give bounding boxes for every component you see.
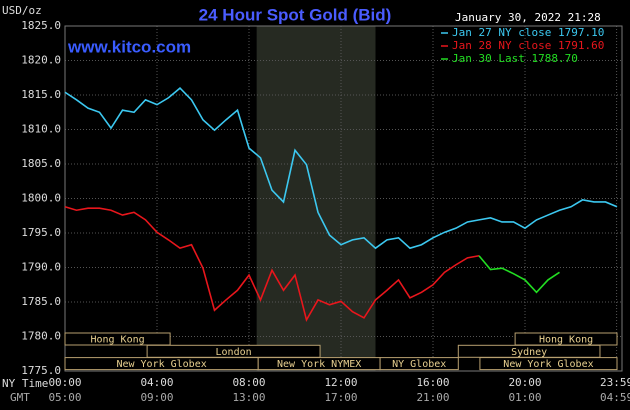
y-tick-label: 1795.0 <box>21 226 61 239</box>
x-tick-label: 12:00 <box>324 376 357 389</box>
session-label: Hong Kong <box>90 335 144 346</box>
session-label: London <box>216 347 252 358</box>
x2-tick-label: 04:59 <box>600 391 630 404</box>
price-line <box>64 206 480 323</box>
watermark: www.kitco.com <box>67 37 191 56</box>
session-label: NY Globex <box>392 359 446 370</box>
highlight-band <box>256 26 376 371</box>
x-tick-label: 08:00 <box>232 376 265 389</box>
chart-title: 24 Hour Spot Gold (Bid) <box>199 5 392 24</box>
y-tick-label: 1810.0 <box>21 123 61 136</box>
session-label: Sydney <box>511 347 547 358</box>
y-tick-label: 1800.0 <box>21 192 61 205</box>
x-tick-label: 20:00 <box>508 376 541 389</box>
x2-tick-label: 13:00 <box>232 391 265 404</box>
y-tick-label: 1775.0 <box>21 364 61 377</box>
x-tick-label: 23:59 <box>600 376 630 389</box>
legend-entry: Jan 28 NY close 1791.60 <box>452 39 604 52</box>
x2-tick-label: 05:00 <box>48 391 81 404</box>
x-row-label: NY Time <box>2 377 48 390</box>
y-tick-label: 1790.0 <box>21 261 61 274</box>
x-tick-label: 00:00 <box>48 376 81 389</box>
session-bar <box>379 357 459 371</box>
session-label: New York NYMEX <box>277 359 361 370</box>
y-tick-label: 1805.0 <box>21 157 61 170</box>
x2-tick-label: 21:00 <box>416 391 449 404</box>
session-label: New York Globex <box>116 359 206 370</box>
y-tick-label: 1820.0 <box>21 54 61 67</box>
x2-tick-label: 09:00 <box>140 391 173 404</box>
y-tick-label: 1785.0 <box>21 295 61 308</box>
timestamp: January 30, 2022 21:28 <box>455 11 601 24</box>
price-line <box>64 87 618 250</box>
y-tick-label: 1815.0 <box>21 88 61 101</box>
x-row-label: GMT <box>10 391 30 404</box>
session-bar <box>64 332 171 346</box>
legend-entry: Jan 30 Last 1788.70 <box>452 52 578 65</box>
session-bar <box>479 357 618 371</box>
session-label: Hong Kong <box>539 335 593 346</box>
unit-label: USD/oz <box>2 4 42 17</box>
legend-entry: Jan 27 NY close 1797.10 <box>452 26 604 39</box>
session-label: New York Globex <box>503 359 593 370</box>
y-tick-label: 1825.0 <box>21 19 61 32</box>
price-line <box>478 255 560 294</box>
plot-frame <box>64 25 623 372</box>
x2-tick-label: 01:00 <box>508 391 541 404</box>
y-tick-label: 1780.0 <box>21 330 61 343</box>
x2-tick-label: 17:00 <box>324 391 357 404</box>
x-tick-label: 16:00 <box>416 376 449 389</box>
x-tick-label: 04:00 <box>140 376 173 389</box>
